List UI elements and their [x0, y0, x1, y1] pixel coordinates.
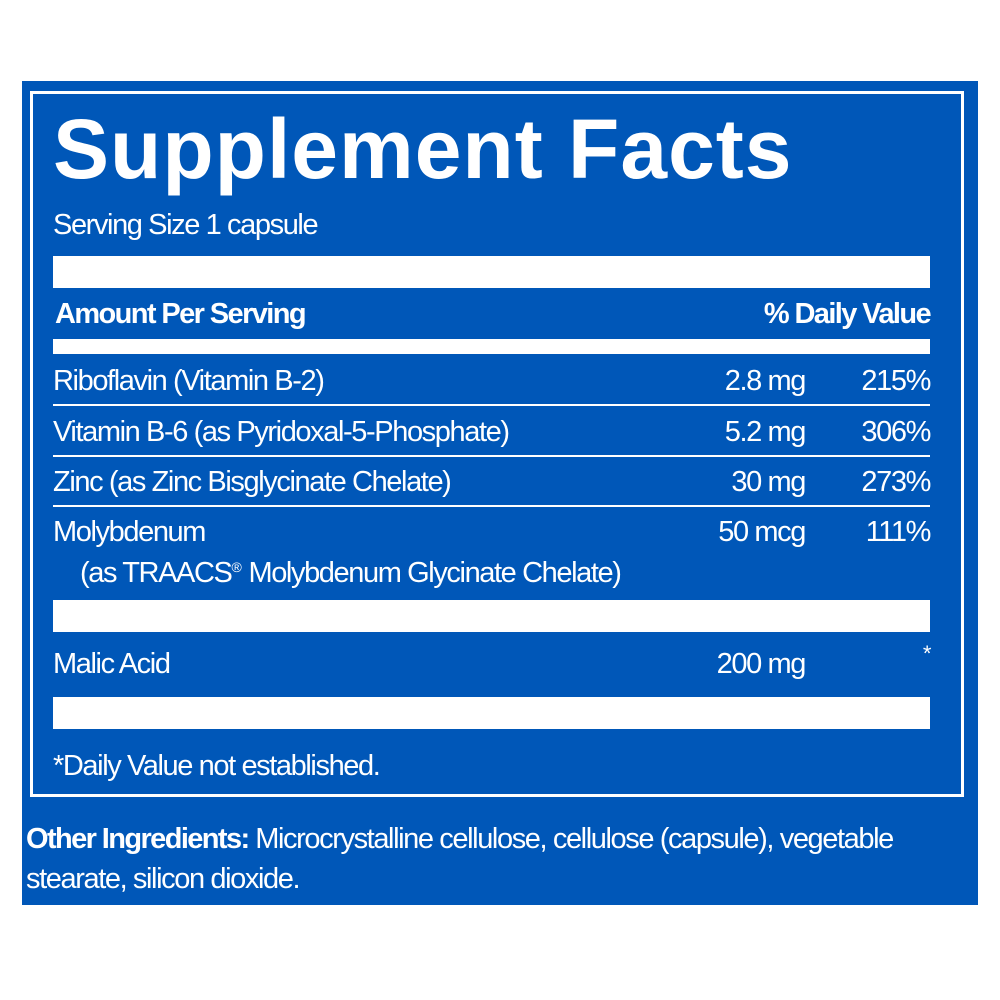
other-ingredients: Other Ingredients: Microcrystalline cell… — [26, 823, 894, 855]
inner-border — [30, 91, 964, 797]
header-amount-per-serving: Amount Per Serving — [55, 298, 307, 330]
nutrient-name: Vitamin B-6 (as Pyridoxal-5-Phosphate) — [53, 416, 510, 448]
supplement-facts-panel: Supplement Facts Serving Size 1 capsule … — [22, 81, 978, 905]
divider-bar — [53, 256, 930, 288]
nutrient-amount: 50 mcg — [718, 516, 806, 548]
row-divider — [53, 505, 930, 507]
row-divider — [53, 455, 930, 457]
nutrient-amount: 5.2 mg — [724, 416, 807, 448]
nutrient-daily-value: * — [922, 641, 932, 666]
nutrient-source: (as TRAACS® Molybdenum Glycinate Chelate… — [80, 557, 622, 589]
page-title: Supplement Facts — [53, 102, 793, 196]
nutrient-daily-value: 273% — [861, 466, 931, 498]
nutrient-daily-value: 111% — [865, 516, 932, 548]
nutrient-daily-value: 215% — [861, 365, 931, 397]
divider-bar — [53, 339, 930, 354]
registered-mark: ® — [231, 559, 242, 575]
divider-bar — [53, 600, 930, 632]
nutrient-amount: 200 mg — [716, 648, 807, 680]
nutrient-name: Molybdenum — [53, 516, 206, 548]
nutrient-amount: 2.8 mg — [724, 365, 807, 397]
nutrient-name: Riboflavin (Vitamin B-2) — [53, 365, 325, 397]
nutrient-daily-value: 306% — [861, 416, 931, 448]
row-divider — [53, 404, 930, 406]
other-ingredients-text: Microcrystalline cellulose, cellulose (c… — [248, 823, 894, 855]
divider-bar — [53, 697, 930, 729]
serving-size: Serving Size 1 capsule — [53, 209, 319, 241]
source-prefix: (as TRAACS — [80, 557, 233, 589]
source-suffix: Molybdenum Glycinate Chelate) — [241, 557, 621, 589]
header-daily-value: % Daily Value — [763, 298, 932, 330]
nutrient-amount: 30 mg — [731, 466, 806, 498]
footnote: *Daily Value not established. — [53, 750, 381, 782]
nutrient-name: Malic Acid — [53, 648, 171, 680]
other-ingredients-text-2: stearate, silicon dioxide. — [26, 863, 301, 895]
nutrient-name: Zinc (as Zinc Bisglycinate Chelate) — [53, 466, 452, 498]
other-ingredients-label: Other Ingredients: — [26, 823, 250, 855]
